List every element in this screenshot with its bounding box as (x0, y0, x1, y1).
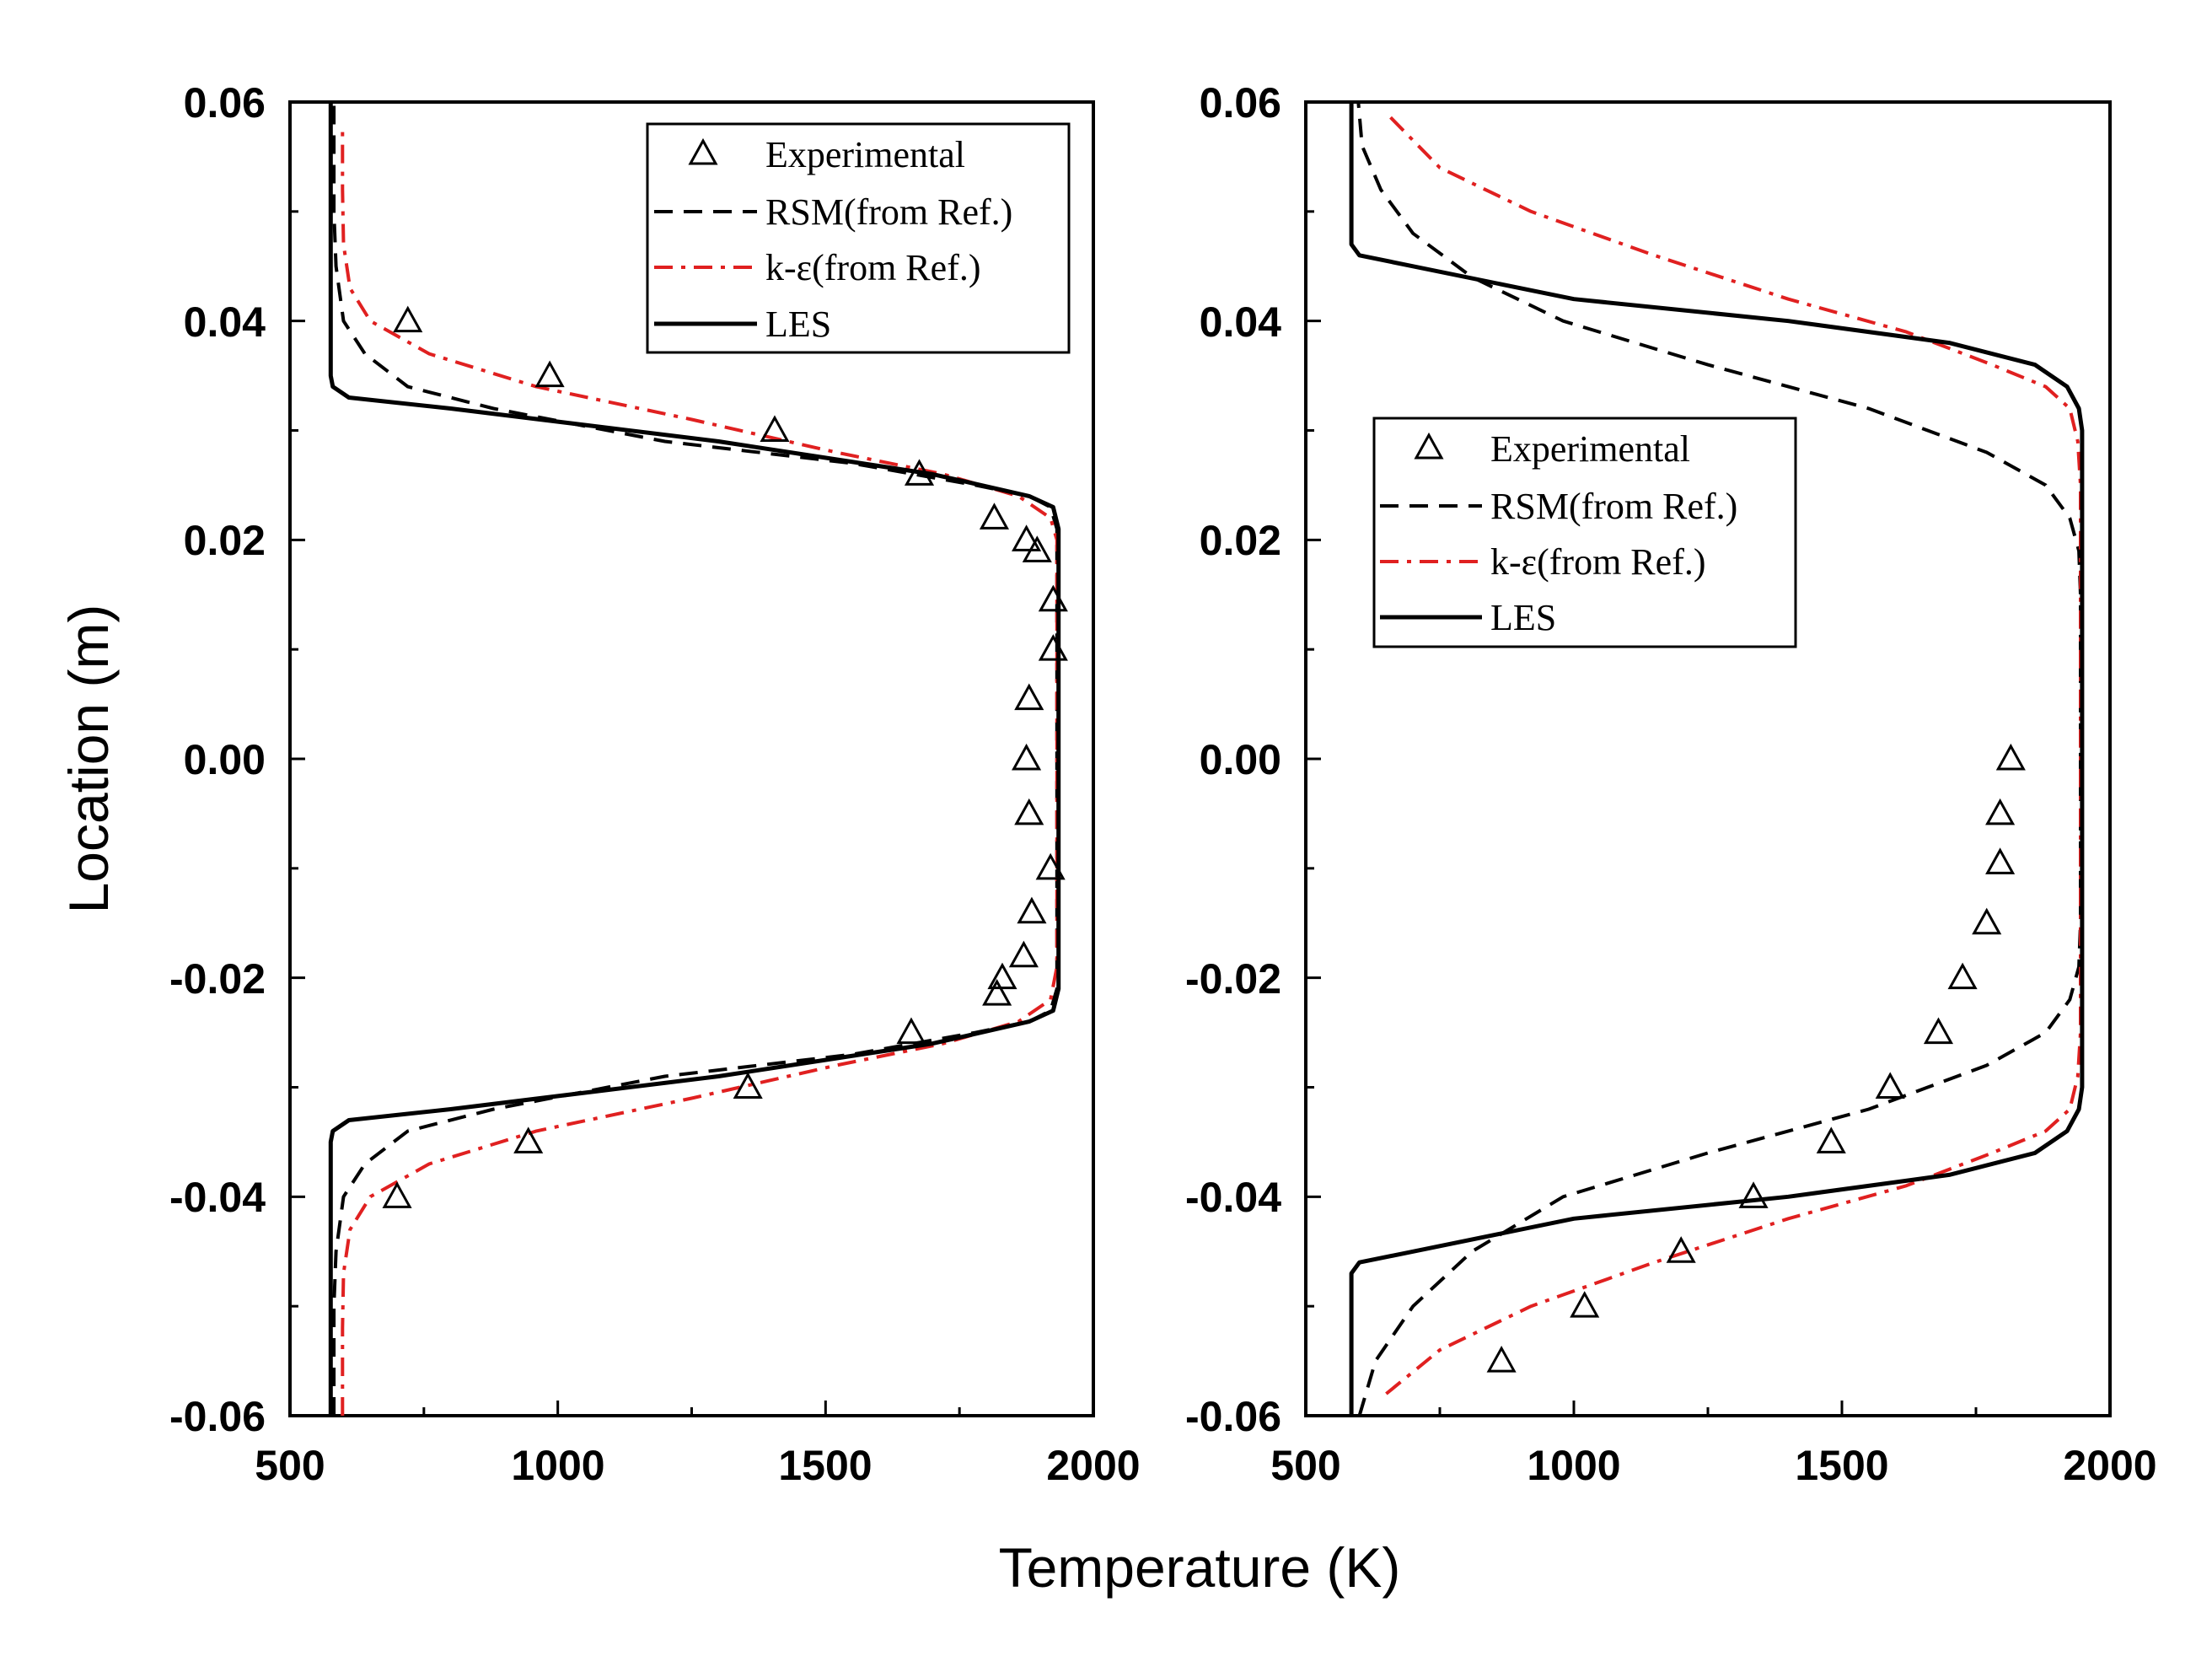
left-experimental-point (982, 979, 1012, 1006)
right-legend-box (1372, 417, 1797, 648)
left-experimental-point (1017, 896, 1047, 924)
right-experimental-point (1570, 1291, 1600, 1318)
left-legend-box (646, 122, 1071, 354)
left-experimental-point (393, 305, 423, 333)
right-legend-label-k-epsilon: k-ε(from Ref.) (1490, 541, 1706, 583)
right-y-tick-label-m0.02: -0.02 (1185, 955, 1281, 1003)
left-y-tick-label-m0.02: -0.02 (169, 955, 266, 1003)
right-experimental-point (1816, 1126, 1846, 1153)
left-x-tick-label-2000: 2000 (1046, 1442, 1140, 1489)
left-legend-label-rsm: RSM(from Ref.) (765, 191, 1012, 233)
right-x-tick-label-1000: 1000 (1527, 1442, 1620, 1489)
left-legend-label-experimental: Experimental (765, 134, 965, 175)
left-experimental-point (1038, 634, 1068, 661)
left-x-tick-label-500: 500 (255, 1442, 325, 1489)
left-experimental-point (1014, 683, 1044, 711)
right-y-tick-label-0.02: 0.02 (1200, 517, 1281, 564)
right-legend: Experimental RSM(from Ref.) k-ε(from Ref… (1372, 417, 1797, 648)
right-experimental-point (1947, 962, 1978, 990)
right-y-tick-label-0.00: 0.00 (1200, 736, 1281, 783)
left-experimental-point (987, 962, 1017, 990)
right-series-les (1349, 102, 2085, 1416)
right-legend-triangle-shape (1414, 432, 1444, 460)
right-experimental-point (1875, 1072, 1905, 1099)
left-experimental-point (1022, 535, 1052, 562)
left-experimental-point (1012, 743, 1042, 771)
right-experimental-point (1486, 1345, 1517, 1373)
left-y-tick-label-0.00: 0.00 (184, 736, 266, 783)
left-experimental-point (896, 1017, 926, 1045)
right-y-tick-label-0.06: 0.06 (1200, 79, 1281, 126)
left-series-layer (328, 102, 1068, 1416)
left-experimental-point (382, 1181, 412, 1208)
left-experimental-point (1035, 852, 1066, 880)
right-y-tick-label-m0.04: -0.04 (1185, 1174, 1281, 1221)
right-panel: 500 1000 1500 2000 -0.06 -0.04 -0.02 0.0… (1185, 79, 2157, 1489)
right-legend-label-rsm: RSM(from Ref.) (1490, 486, 1737, 527)
right-y-tick-label-m0.06: -0.06 (1185, 1393, 1281, 1440)
left-x-tick-label-1000: 1000 (511, 1442, 604, 1489)
left-y-tick-label-0.04: 0.04 (184, 298, 266, 346)
right-series-layer (1349, 101, 2085, 1417)
left-x-ticks (288, 1401, 1095, 1416)
left-series-experimental (382, 305, 1068, 1208)
left-experimental-point (904, 459, 935, 486)
right-experimental-point (1923, 1017, 1954, 1045)
left-experimental-point (1014, 798, 1044, 825)
right-x-ticks (1304, 1401, 2112, 1416)
right-experimental-point (1972, 907, 2002, 935)
right-experimental-point (1985, 798, 2016, 825)
left-experimental-point (1038, 584, 1068, 612)
right-series-rsm-from-ref (1356, 101, 2082, 1417)
left-legend-label-les: LES (765, 304, 831, 345)
x-axis-title: Temperature (K) (999, 1536, 1401, 1599)
right-experimental-point (1985, 847, 2016, 874)
left-experimental-point (760, 415, 790, 442)
left-x-tick-label-1500: 1500 (778, 1442, 872, 1489)
left-y-tick-label-m0.06: -0.06 (169, 1393, 266, 1440)
right-legend-label-les: LES (1490, 597, 1556, 638)
left-y-tick-label-m0.04: -0.04 (169, 1174, 266, 1221)
left-legend: Experimental RSM(from Ref.) k-ε(from Ref… (646, 122, 1071, 354)
left-experimental-point (733, 1072, 763, 1099)
left-y-tick-label-0.06: 0.06 (184, 79, 266, 126)
right-experimental-point (1666, 1236, 1696, 1263)
left-experimental-point (1008, 940, 1039, 968)
right-y-tick-label-0.04: 0.04 (1200, 298, 1282, 346)
left-y-ticks (290, 100, 305, 1417)
right-x-tick-label-2000: 2000 (2063, 1442, 2156, 1489)
right-x-tick-label-1500: 1500 (1795, 1442, 1888, 1489)
left-experimental-point (1012, 524, 1042, 551)
right-x-tick-label-500: 500 (1270, 1442, 1340, 1489)
left-experimental-point (534, 360, 565, 388)
right-y-ticks (1306, 100, 1321, 1417)
left-panel: 500 1000 1500 2000 -0.06 -0.04 -0.02 0.0… (169, 79, 1141, 1489)
right-legend-triangle-icon (1414, 432, 1444, 460)
left-legend-triangle-shape (688, 137, 718, 165)
y-axis-title: Location (m) (57, 605, 120, 914)
left-legend-label-k-epsilon: k-ε(from Ref.) (765, 247, 981, 288)
right-legend-label-experimental: Experimental (1490, 428, 1690, 470)
left-legend-triangle-icon (688, 137, 718, 165)
right-series-experimental (1486, 743, 2026, 1373)
right-experimental-point (1995, 743, 2026, 771)
right-experimental-point (1738, 1181, 1769, 1208)
left-experimental-point (979, 503, 1010, 530)
left-experimental-point (513, 1126, 544, 1153)
left-y-tick-label-0.02: 0.02 (184, 517, 266, 564)
left-series-les (328, 102, 1061, 1416)
